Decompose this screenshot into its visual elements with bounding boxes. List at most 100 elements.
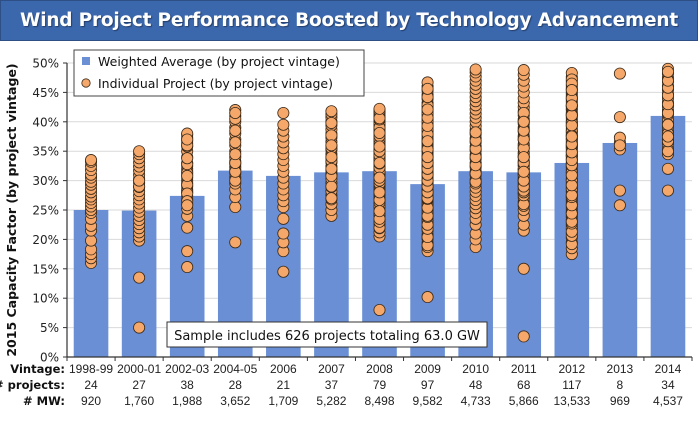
x-tick-label: 2002-03 (165, 362, 209, 376)
x-tick-label: 2014 (655, 362, 682, 376)
table-cell: 1,988 (172, 394, 202, 408)
y-tick-label: 45% (32, 86, 59, 100)
chart-title-bar: Wind Project Performance Boosted by Tech… (0, 0, 698, 41)
table-cell: 5,866 (509, 394, 539, 408)
project-point (325, 151, 338, 164)
annotation-box (166, 321, 488, 348)
table-cell: 37 (325, 378, 339, 392)
project-point (277, 265, 290, 278)
y-tick-label: 10% (32, 292, 59, 306)
project-point (661, 130, 674, 143)
project-point (517, 64, 530, 77)
project-point (613, 199, 626, 212)
project-point (373, 205, 386, 218)
y-tick-label: 15% (32, 262, 59, 276)
project-point (565, 179, 578, 192)
project-point (181, 199, 194, 212)
project-point (373, 126, 386, 139)
project-point (373, 186, 386, 199)
y-tick-label: 20% (32, 233, 59, 247)
project-point (661, 162, 674, 175)
project-point (277, 106, 290, 119)
table-cell: 1,709 (268, 394, 298, 408)
bar-2013 (602, 142, 638, 357)
y-tick-label: 5% (40, 321, 59, 335)
project-point (517, 115, 530, 128)
x-tick-label: 2007 (318, 362, 345, 376)
project-point (469, 63, 482, 76)
project-point (325, 162, 338, 175)
table-cell: 21 (277, 378, 291, 392)
chart-title: Wind Project Performance Boosted by Tech… (19, 10, 679, 31)
project-point (181, 169, 194, 182)
project-point (181, 261, 194, 274)
table-cell: 27 (132, 378, 146, 392)
project-point (229, 136, 242, 149)
y-tick-label: 0% (40, 351, 59, 365)
table-row-label: # projects: (0, 378, 65, 392)
project-point (661, 184, 674, 197)
project-point (133, 271, 146, 284)
project-point (325, 180, 338, 193)
project-point (325, 192, 338, 205)
project-point (421, 135, 434, 148)
legend: Weighted Average (by project vintage) In… (73, 49, 365, 97)
table-cell: 68 (517, 378, 531, 392)
legend-circle-icon (81, 78, 91, 88)
project-point (133, 321, 146, 334)
project-point (133, 174, 146, 187)
x-tick-label: 2010 (462, 362, 489, 376)
x-tick-label: 2000-01 (117, 362, 161, 376)
project-point (565, 99, 578, 112)
y-tick-label: 30% (32, 174, 59, 188)
project-point (469, 126, 482, 139)
y-axis-label: 2015 Capacity Factor (by project vintage… (4, 63, 19, 356)
project-point (517, 165, 530, 178)
legend-box (73, 49, 365, 97)
project-point (229, 106, 242, 119)
project-point (325, 129, 338, 142)
project-point (133, 145, 146, 158)
x-tick-label: 2008 (366, 362, 393, 376)
table-cell: 97 (421, 378, 435, 392)
project-point (565, 109, 578, 122)
project-point (661, 118, 674, 131)
project-point (565, 130, 578, 143)
x-tick-label: 2004-05 (213, 362, 257, 376)
project-point (181, 221, 194, 234)
project-point (613, 139, 626, 152)
table-cell: 8 (617, 378, 624, 392)
legend-square-icon (82, 57, 90, 65)
project-point (613, 67, 626, 80)
y-tick-label: 25% (32, 204, 59, 218)
project-point (517, 262, 530, 275)
table-cell: 4,537 (653, 394, 683, 408)
data-table: Vintage: 1998-99 2000-01 2002-03 2004-05 2006… (0, 362, 683, 408)
annotation: Sample includes 626 projects totaling 63… (166, 321, 488, 348)
table-cell: 38 (181, 378, 195, 392)
x-tick-label: 1998-99 (69, 362, 113, 376)
project-point (421, 103, 434, 116)
project-point (421, 291, 434, 304)
table-cell: 117 (562, 378, 581, 392)
project-point (277, 212, 290, 225)
project-point (181, 245, 194, 258)
annotation-text: Sample includes 626 projects totaling 63… (174, 329, 480, 344)
project-point (325, 105, 338, 118)
project-point (277, 118, 290, 131)
project-point (565, 169, 578, 182)
table-cell: 79 (373, 378, 387, 392)
table-cell: 9,582 (413, 394, 443, 408)
chart-area: 0% 5% 10% 15% 20% 25% 30% 35% 40% 45% 50% 2015 Cap… (0, 49, 693, 408)
project-point (181, 152, 194, 165)
project-point (229, 148, 242, 161)
table-cell: 34 (661, 378, 675, 392)
project-point (421, 82, 434, 95)
project-point (565, 189, 578, 202)
project-point (613, 184, 626, 197)
project-point (613, 111, 626, 124)
project-point (373, 303, 386, 316)
project-point (229, 124, 242, 137)
y-tick-label: 35% (32, 145, 59, 159)
project-point (373, 102, 386, 115)
